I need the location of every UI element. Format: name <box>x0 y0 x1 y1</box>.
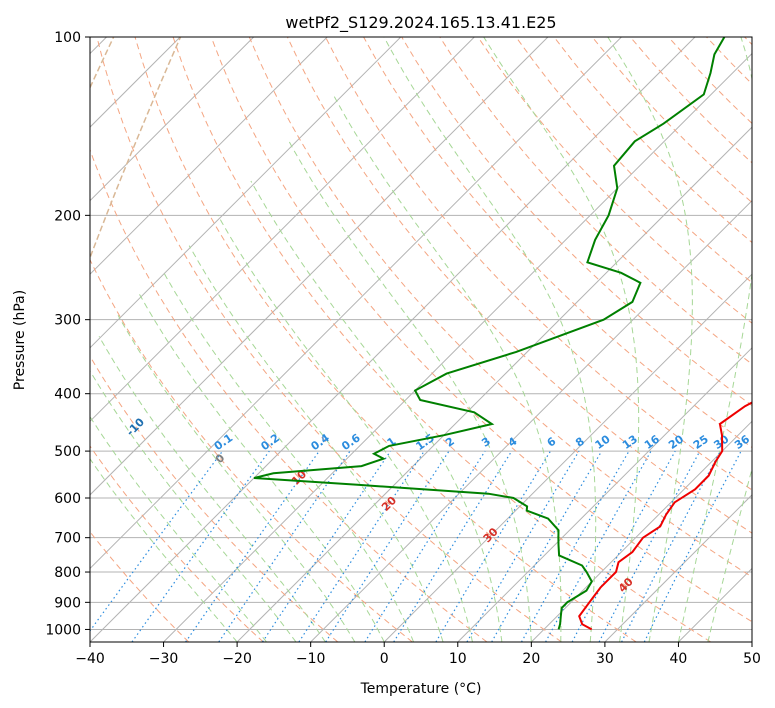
moist-adiabat-line <box>383 37 597 642</box>
isotherm-line <box>90 37 328 275</box>
isotherm-line <box>530 420 752 642</box>
moist-adiabat-line <box>90 415 267 642</box>
isotherm-line <box>236 126 752 642</box>
isotherm-line <box>90 37 622 570</box>
isotherm-line <box>90 37 402 349</box>
x-tick-label: −20 <box>222 651 252 667</box>
y-tick-label: 300 <box>54 313 81 329</box>
mixing-ratio-line <box>261 450 391 642</box>
dry-adiabat-line <box>286 37 752 534</box>
x-tick-label: −30 <box>149 651 179 667</box>
y-tick-label: 100 <box>54 30 81 46</box>
chart-title: wetPf2_S129.2024.165.13.41.E25 <box>285 13 556 33</box>
moist-adiabat-line <box>250 180 503 642</box>
dry-adiabat-line <box>90 258 413 642</box>
x-tick-label: 0 <box>380 651 389 667</box>
mixing-ratio-line <box>131 450 270 642</box>
x-tick-label: 10 <box>449 651 467 667</box>
isotherm-line <box>604 494 752 642</box>
dry-adiabat-line <box>325 37 752 491</box>
mixing-ratio-line <box>364 450 486 642</box>
moist-adiabat-line <box>677 37 752 642</box>
temperature-profile-line <box>578 401 752 631</box>
y-tick-label: 700 <box>54 531 81 547</box>
moist-adiabat-line <box>483 37 640 642</box>
mixing-ratio-line <box>435 450 552 642</box>
moist-adiabat-line <box>90 457 238 642</box>
isotherm-line <box>90 37 549 496</box>
x-axis-title: Temperature (°C) <box>360 681 482 697</box>
moist-adiabat-line <box>707 467 752 642</box>
plot-area: -100-90-80-70-60-50-40-30-20-10010203040… <box>90 37 752 642</box>
moist-adiabat-line <box>163 272 415 642</box>
y-tick-label: 200 <box>54 208 81 224</box>
moist-adiabats <box>90 37 752 642</box>
plot-frame <box>89 36 753 643</box>
mixing-ratio-line <box>571 450 676 642</box>
x-tick-label: 40 <box>670 651 688 667</box>
y-tick-label: 600 <box>54 491 81 507</box>
dry-adiabat-line <box>172 37 712 642</box>
y-tick-label: 1000 <box>45 622 81 638</box>
y-axis-title: Pressure (hPa) <box>12 290 28 390</box>
moist-adiabat-line <box>332 94 562 642</box>
isotherm-line <box>383 273 752 642</box>
isotherm-line <box>163 52 752 642</box>
moist-adiabat-line <box>90 369 297 642</box>
x-tick-label: 30 <box>596 651 614 667</box>
x-axis-ticks: −40 −30 −20 −10 0 10 20 30 40 50 <box>75 642 761 667</box>
y-tick-label: 900 <box>54 595 81 611</box>
mixing-ratio-line <box>598 450 701 642</box>
dry-adiabat-line <box>210 37 752 623</box>
dry-adiabat-line <box>90 445 264 642</box>
dry-adiabat-line <box>96 37 562 642</box>
dry-adiabat-line <box>134 37 637 642</box>
x-tick-label: 50 <box>743 651 761 667</box>
mixing-ratio-line <box>466 450 580 642</box>
isobar-grid <box>90 37 752 630</box>
moist-adiabat-line <box>117 315 356 642</box>
y-axis-ticks: 100 200 300 400 500 600 700 800 900 1000 <box>45 30 90 638</box>
dewpoint-profile-line <box>253 37 726 630</box>
mixing-ratio-line <box>325 450 450 642</box>
x-tick-label: −10 <box>296 651 326 667</box>
y-tick-label: 500 <box>54 444 81 460</box>
x-tick-label: 20 <box>522 651 540 667</box>
isotherm-line <box>90 37 696 642</box>
y-tick-label: 400 <box>54 387 81 403</box>
moist-adiabat-line <box>98 336 326 642</box>
mixing-ratio-line <box>185 450 320 642</box>
mixing-ratio-line <box>218 450 351 642</box>
dry-adiabat-line <box>248 37 752 578</box>
moist-adiabat-line <box>188 245 444 642</box>
moist-adiabat-line <box>217 215 473 642</box>
mixing-ratio-lines <box>90 450 742 642</box>
mixing-ratio-line <box>393 450 513 642</box>
moist-adiabat-line <box>138 292 385 642</box>
x-tick-label: −40 <box>75 651 105 667</box>
moist-adiabat-line <box>607 37 693 642</box>
isotherm-line <box>90 37 475 423</box>
mixing-ratio-line <box>298 450 425 642</box>
moist-adiabat-line <box>288 141 532 642</box>
isotherm-line <box>90 37 255 202</box>
isotherm-grid <box>90 37 752 642</box>
y-tick-label: 800 <box>54 565 81 581</box>
